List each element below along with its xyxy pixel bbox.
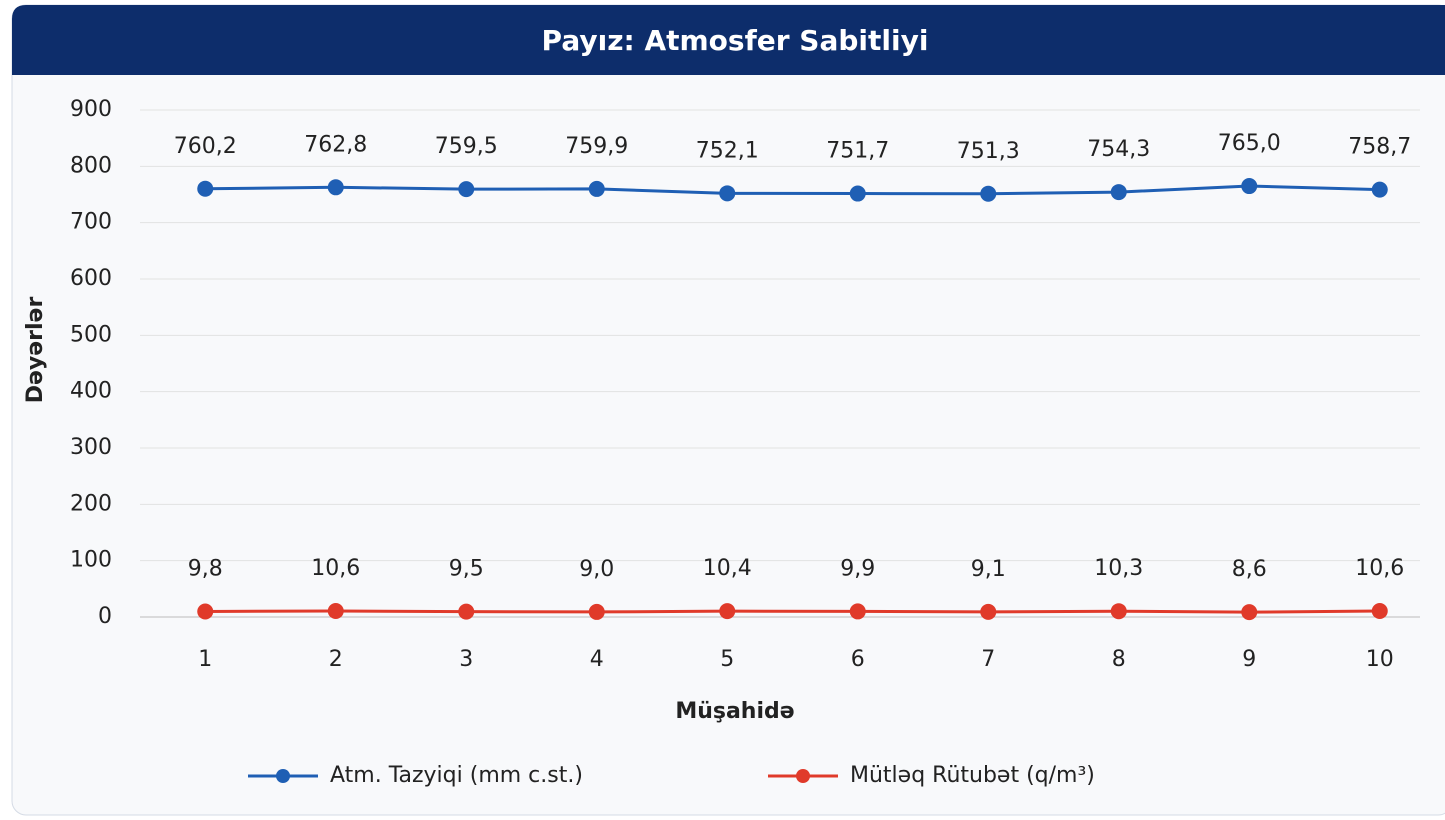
data-label: 8,6 [1232, 557, 1267, 582]
x-tick-label: 5 [720, 647, 734, 672]
data-label: 762,8 [304, 132, 367, 157]
x-tick-label: 9 [1242, 647, 1256, 672]
data-point [197, 180, 214, 197]
legend-label: Mütləq Rütubət (q/m³) [850, 763, 1095, 788]
header-bar [12, 5, 1445, 75]
data-label: 10,4 [703, 556, 752, 581]
data-label: 765,0 [1218, 131, 1281, 156]
y-tick-label: 700 [70, 210, 112, 235]
data-point [458, 603, 475, 620]
data-label: 759,5 [435, 134, 498, 159]
y-tick-label: 100 [70, 548, 112, 573]
data-label: 9,0 [579, 557, 614, 582]
data-label: 758,7 [1348, 135, 1411, 160]
data-point [327, 603, 344, 620]
data-label: 9,8 [188, 556, 223, 581]
y-tick-label: 300 [70, 435, 112, 460]
x-axis-title: Müşahidə [675, 699, 794, 724]
data-label: 759,9 [565, 134, 628, 159]
data-point [849, 603, 866, 620]
data-label: 9,1 [971, 557, 1006, 582]
y-tick-label: 200 [70, 491, 112, 516]
data-label: 9,5 [449, 557, 484, 582]
data-point [588, 180, 605, 197]
y-axis-title: Dəyərlər [23, 297, 48, 404]
data-point [719, 603, 736, 620]
x-tick-label: 1 [198, 647, 212, 672]
legend-label: Atm. Tazyiqi (mm c.st.) [330, 763, 583, 788]
data-point [1371, 603, 1388, 620]
x-tick-label: 6 [851, 647, 865, 672]
data-point [719, 185, 736, 202]
chart-title: Payız: Atmosfer Sabitliyi [542, 24, 929, 57]
x-tick-label: 3 [459, 647, 473, 672]
data-point [1241, 604, 1258, 621]
data-point [327, 179, 344, 196]
data-point [1371, 181, 1388, 198]
data-point [980, 603, 997, 620]
data-label: 751,7 [826, 139, 889, 164]
y-tick-label: 0 [98, 604, 112, 629]
series-line [205, 184, 1380, 196]
legend-marker [796, 769, 810, 783]
data-label: 752,1 [696, 138, 759, 163]
x-tick-label: 2 [329, 647, 343, 672]
card [11, 4, 1445, 816]
data-label: 10,3 [1094, 556, 1143, 581]
data-label: 751,3 [957, 139, 1020, 164]
y-tick-label: 800 [70, 153, 112, 178]
x-tick-label: 4 [590, 647, 604, 672]
y-tick-label: 900 [70, 97, 112, 122]
x-tick-label: 8 [1112, 647, 1126, 672]
legend-marker [276, 769, 290, 783]
data-label: 760,2 [174, 134, 237, 159]
x-tick-label: 7 [981, 647, 995, 672]
y-tick-label: 600 [70, 266, 112, 291]
data-point [458, 181, 475, 198]
data-point [849, 185, 866, 202]
y-tick-label: 400 [70, 379, 112, 404]
data-label: 10,6 [311, 556, 360, 581]
y-tick-label: 500 [70, 322, 112, 347]
data-point [588, 603, 605, 620]
data-label: 10,6 [1355, 556, 1404, 581]
data-label: 754,3 [1087, 137, 1150, 162]
series-line [205, 609, 1380, 614]
data-point [197, 603, 214, 620]
data-point [1110, 603, 1127, 620]
data-point [980, 185, 997, 202]
data-point [1110, 184, 1127, 201]
x-tick-label: 10 [1366, 647, 1394, 672]
data-label: 9,9 [840, 556, 875, 581]
data-point [1241, 178, 1258, 195]
